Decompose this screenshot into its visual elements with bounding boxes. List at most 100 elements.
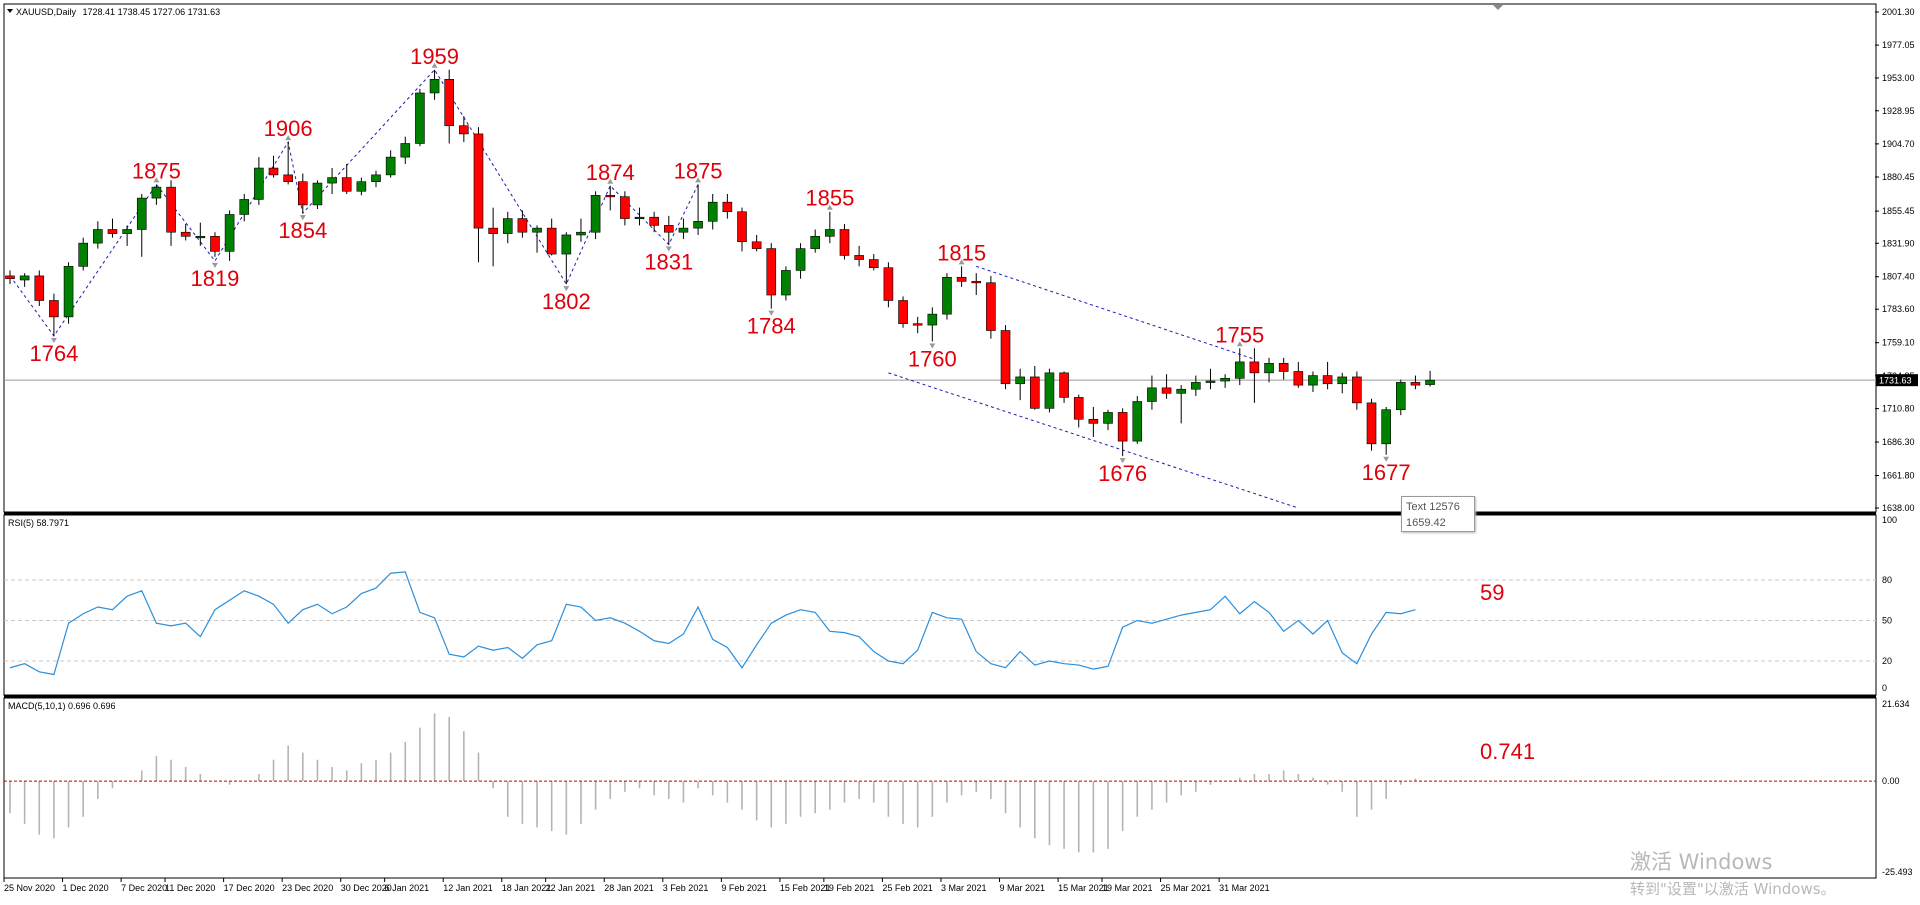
price-annotation: 1854 [278,218,327,243]
candle-body [1308,375,1318,386]
tooltip-title: Text 12576 [1406,501,1460,513]
candle-body [1073,397,1084,420]
fractal-arrow-icon [1383,456,1390,462]
macd-pane-border [3,697,1877,879]
candle-body [268,167,279,176]
date-axis-label: 17 Dec 2020 [224,883,275,893]
candle-body [415,92,425,144]
candle-body [678,227,689,233]
fractal-arrow-icon [211,262,218,268]
candle-body [239,199,250,215]
candle-body [371,174,381,183]
candle-body [151,186,162,199]
candle-body [210,236,220,252]
watermark-title: 激活 Windows [1630,850,1773,874]
date-axis-label: 19 Mar 2021 [1102,883,1153,893]
date-axis-label: 25 Mar 2021 [1161,883,1212,893]
fractal-arrow-icon [153,177,160,183]
candle-body [283,174,293,183]
fractal-arrow-icon [607,178,614,184]
date-axis-label: 23 Dec 2020 [282,883,333,893]
date-axis-label: 9 Feb 2021 [721,883,767,893]
fractal-arrow-icon [299,215,306,221]
fractal-arrow-icon [768,310,775,316]
candle-body [868,259,879,269]
candle-body [532,227,542,233]
macd-axis-label: 0.00 [1882,776,1900,786]
candle-body [1234,361,1245,379]
candle-body [810,236,821,249]
candle-body [634,216,645,219]
candle-body [5,275,15,279]
windows-activation-watermark: 激活 Windows 转到"设置"以激活 Windows。 [1630,846,1836,899]
candle-body [912,323,923,326]
candle-body [180,231,191,237]
fractal-arrow-icon [563,286,570,292]
price-axis-label: 1855.45 [1882,206,1915,216]
symbol-title: XAUUSD,Daily 1728.41 1738.45 1727.06 173… [16,7,220,17]
candle-body [986,282,996,331]
candle-body [1249,361,1260,374]
date-axis-label: 25 Feb 2021 [882,883,933,893]
candle-body [327,177,337,184]
candle-body [254,167,264,200]
candle-body [883,267,894,301]
fractal-arrow-icon [929,343,936,349]
price-annotation: 1764 [29,341,78,366]
price-axis-label: 1783.60 [1882,304,1915,314]
candle-body [956,276,967,282]
candle-body [224,214,235,252]
candle-body [1425,379,1435,385]
collapse-triangle-icon[interactable] [7,9,13,13]
candle-body [63,266,74,318]
candle-body [693,220,703,229]
candle-body [1352,376,1362,404]
date-axis-label: 9 Mar 2021 [1000,883,1046,893]
candle-body [488,227,498,234]
rsi-axis-label: 100 [1882,515,1897,525]
candle-body [34,275,45,301]
date-axis-label: 1 Dec 2020 [63,883,109,893]
candle-body [1264,362,1274,374]
candle-body [195,236,206,239]
date-axis-label: 28 Jan 2021 [604,883,654,893]
price-axis-label: 1928.95 [1882,106,1915,116]
price-axis-label: 1880.45 [1882,172,1915,182]
candle-body [1396,382,1406,411]
fractal-arrow-icon [431,62,438,68]
fractal-arrow-icon [50,337,57,343]
price-axis-label: 1686.30 [1882,437,1915,447]
candle-body [19,275,30,281]
candle-body [93,229,103,244]
price-axis-label: 1759.10 [1882,338,1915,348]
candle-body [1059,372,1069,398]
candle-body [766,248,777,296]
tooltip: Text 12576 1659.42 [1401,496,1475,532]
price-axis-label: 1710.80 [1882,404,1915,414]
candle-body [1410,382,1421,386]
candle-body [1044,372,1055,409]
price-annotation: 1784 [747,314,796,339]
candle-body [576,231,586,236]
candle-body [1088,418,1099,424]
candle-body [341,177,352,192]
main-pane-border [3,3,1877,513]
candle-body [1147,387,1157,402]
candle-body [107,229,118,234]
rsi-axis-label: 50 [1882,616,1892,626]
price-annotation: 1676 [1098,461,1147,486]
candle-body [707,201,718,222]
date-axis-label: 18 Jan 2021 [502,883,552,893]
candle-body [1161,387,1172,394]
candle-body [78,242,88,267]
scroll-marker-icon[interactable] [1493,5,1503,10]
date-axis-label: 7 Dec 2020 [121,883,167,893]
candle-body [1132,401,1143,442]
date-axis-label: 15 Feb 2021 [780,883,831,893]
macd-value-annotation: 0.741 [1480,739,1535,764]
price-axis-label: 1953.00 [1882,73,1915,83]
candle-body [663,225,674,233]
date-axis-label: 25 Nov 2020 [4,883,55,893]
candle-body [459,125,469,135]
